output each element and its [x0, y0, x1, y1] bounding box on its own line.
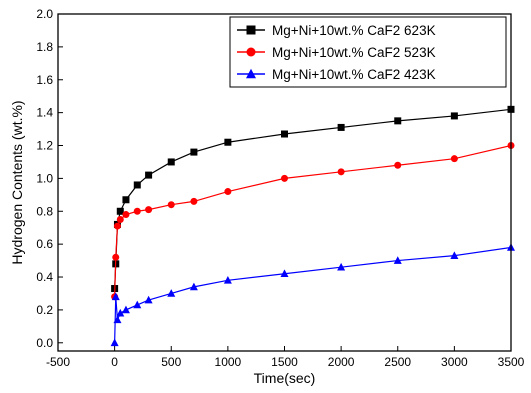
legend-item: Mg+Ni+10wt.% CaF2 523K [237, 45, 436, 60]
data-point [116, 207, 124, 215]
data-point [393, 256, 402, 264]
data-point [450, 251, 459, 259]
x-tick-label: 500 [161, 355, 181, 369]
x-axis-title: Time(sec) [254, 370, 316, 386]
data-point [110, 338, 119, 347]
data-point [167, 158, 175, 166]
data-point [224, 188, 232, 196]
y-tick-label: 0.4 [36, 270, 53, 284]
data-point [113, 315, 122, 324]
data-point [121, 305, 130, 314]
data-point [167, 201, 175, 209]
legend-marker [246, 68, 256, 79]
data-point [133, 181, 141, 189]
y-tick-label: 0.8 [36, 204, 53, 218]
data-point [116, 308, 125, 317]
data-point [113, 222, 121, 230]
y-tick-label: 0.0 [36, 336, 53, 350]
data-point [122, 211, 130, 219]
y-tick-label: 2.0 [36, 7, 53, 21]
legend-label: Mg+Ni+10wt.% CaF2 523K [272, 45, 436, 60]
data-point [111, 292, 120, 301]
data-point [116, 215, 124, 223]
x-tick-label: 1500 [271, 355, 298, 369]
legend: Mg+Ni+10wt.% CaF2 623K Mg+Ni+10wt.% CaF2 … [229, 16, 507, 88]
y-axis-title: Hydrogen Contents (wt.%) [9, 100, 25, 264]
data-point [281, 174, 288, 182]
data-point [337, 168, 345, 176]
data-point [190, 148, 198, 156]
series-3 [110, 243, 515, 347]
y-tick-label: 1.2 [36, 139, 53, 153]
data-point [145, 171, 153, 179]
data-point [281, 130, 288, 138]
series-layer [110, 105, 515, 347]
data-point [144, 295, 153, 304]
legend-item: Mg+Ni+10wt.% CaF2 623K [237, 23, 436, 38]
data-point [337, 123, 345, 131]
data-point [280, 269, 289, 278]
data-point [337, 262, 346, 271]
data-point [450, 112, 458, 120]
data-point [190, 197, 198, 205]
legend-item: Mg+Ni+10wt.% CaF2 423K [237, 67, 436, 82]
data-point [112, 253, 120, 261]
legend-marker [246, 47, 256, 57]
data-point [394, 161, 402, 169]
legend-box [229, 16, 507, 88]
x-tick-label: 2500 [384, 355, 411, 369]
data-point [189, 282, 198, 291]
x-tick-label: 3000 [441, 355, 468, 369]
data-point [167, 289, 176, 297]
data-point [145, 206, 153, 214]
x-tick-label: 3500 [498, 355, 525, 369]
x-tick-label: 0 [111, 355, 118, 369]
y-tick-label: 1.0 [36, 171, 53, 185]
y-tick-label: 1.4 [36, 106, 53, 120]
legend-marker [246, 25, 256, 35]
y-tick-label: 0.6 [36, 237, 53, 251]
data-point [450, 155, 458, 163]
y-tick-label: 0.2 [36, 303, 53, 317]
y-tick-label: 1.8 [36, 40, 53, 54]
data-point [224, 138, 232, 146]
data-point [394, 117, 402, 125]
data-point [122, 196, 130, 204]
y-tick-label: 1.6 [36, 73, 53, 87]
x-tick-label: 1000 [215, 355, 242, 369]
legend-label: Mg+Ni+10wt.% CaF2 623K [272, 23, 436, 38]
legend-label: Mg+Ni+10wt.% CaF2 423K [272, 67, 436, 82]
ticks-layer: -500 0 500 1000 1500 2000 2500 3000 3500 0.0 0.2 0.… [36, 7, 524, 369]
data-point [133, 300, 142, 309]
data-point [223, 275, 232, 284]
data-point [133, 207, 141, 215]
x-tick-label: -500 [46, 355, 70, 369]
x-tick-label: 2000 [328, 355, 355, 369]
